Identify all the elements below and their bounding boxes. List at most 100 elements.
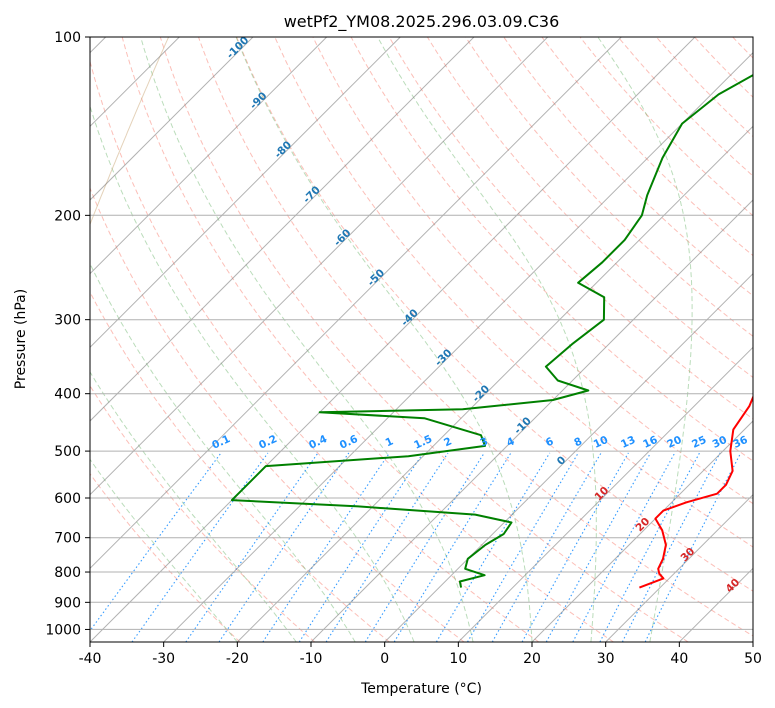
isotherm-label: 0 xyxy=(555,454,569,468)
dewpoint-profile-line xyxy=(230,74,753,588)
x-tick-label: 0 xyxy=(380,651,389,667)
y-tick-label: 800 xyxy=(54,565,81,581)
y-tick-label: 600 xyxy=(54,491,81,507)
mixing-ratio-label: 8 xyxy=(572,435,584,449)
mixing-ratio-label: 36 xyxy=(731,434,749,451)
mixing-ratio-line xyxy=(90,452,222,632)
dry-adiabat-line xyxy=(159,37,689,642)
mixing-ratio-line xyxy=(572,452,676,642)
mixing-ratio-line xyxy=(467,452,579,642)
x-axis-title: Temperature (°C) xyxy=(360,681,482,697)
isotherm-label: -90 xyxy=(248,90,270,112)
x-tick-label: 40 xyxy=(670,651,688,667)
moist-adiabat-line xyxy=(377,37,597,642)
dry-adiabat-line xyxy=(236,37,753,592)
mixing-ratio-label: 25 xyxy=(690,434,708,451)
dry-adiabat-line xyxy=(656,37,753,138)
isotherm-line xyxy=(236,125,753,642)
dry-adiabat-line xyxy=(579,37,753,217)
chart-title: wetPf2_YM08.2025.296.03.09.C36 xyxy=(284,12,560,32)
x-tick-label: 30 xyxy=(597,651,615,667)
isotherm-label: -70 xyxy=(301,184,323,206)
y-tick-label: 700 xyxy=(54,531,81,547)
mixing-ratio-line xyxy=(185,452,319,642)
isotherm-label: -30 xyxy=(433,347,455,369)
dry-adiabat-line xyxy=(503,37,753,297)
mixing-ratio-line xyxy=(644,452,742,642)
dry-adiabat-line xyxy=(426,37,753,378)
mixing-ratio-label: 30 xyxy=(711,434,729,451)
mixing-ratio-label: 4 xyxy=(505,435,517,449)
mixing-ratio-line xyxy=(599,452,700,642)
mixing-ratio-label: 13 xyxy=(619,434,637,451)
x-tick-label: -40 xyxy=(79,651,102,667)
mixing-ratio-label: 0.2 xyxy=(257,433,279,452)
mixing-ratio-line xyxy=(621,452,721,642)
mixing-ratio-label: 20 xyxy=(665,434,683,451)
mixing-ratio-line xyxy=(262,452,390,642)
mixing-ratio-line xyxy=(521,452,629,642)
dry-adiabat-line xyxy=(90,186,465,642)
dry-adiabat-line xyxy=(388,37,753,420)
isotherm-line xyxy=(163,51,753,642)
mixing-ratio-label: 0.1 xyxy=(210,433,232,452)
moist-adiabat-line xyxy=(90,458,238,642)
dry-adiabat-line xyxy=(350,37,753,462)
x-tick-label: 20 xyxy=(523,651,541,667)
mixing-ratio-line xyxy=(545,452,652,642)
y-tick-label: 100 xyxy=(54,30,81,46)
dry-adiabat-line xyxy=(121,37,614,642)
plot-frame xyxy=(89,36,754,643)
isotherm-label: -60 xyxy=(332,227,354,249)
mixing-ratio-line xyxy=(298,452,424,642)
moist-adiabat-line xyxy=(597,37,693,642)
dry-adiabat-line xyxy=(771,37,775,642)
y-tick-label: 400 xyxy=(54,387,81,403)
isotherm-label: -50 xyxy=(365,267,387,289)
dry-adiabat-label: 40 xyxy=(723,576,742,595)
isotherm-label: -20 xyxy=(470,383,492,405)
isotherm-line xyxy=(90,37,254,201)
isotherm-label: -100 xyxy=(224,34,251,61)
mixing-ratio-line xyxy=(131,452,269,642)
dry-adiabat-label: 30 xyxy=(678,545,697,564)
mixing-ratio-label: 1 xyxy=(384,435,396,449)
x-tick-label: -10 xyxy=(300,651,323,667)
y-tick-label: 300 xyxy=(54,313,81,329)
mixing-ratio-line xyxy=(435,452,551,642)
reference-curve xyxy=(90,37,170,226)
isotherm-label: -80 xyxy=(272,139,294,161)
mixing-ratio-line xyxy=(364,452,485,642)
isotherm-line xyxy=(531,420,753,642)
isotherm-line xyxy=(90,37,696,642)
mixing-ratio-label: 16 xyxy=(641,434,659,451)
isotherm-line xyxy=(90,37,401,349)
isotherm-line xyxy=(90,37,549,496)
mixing-ratio-label: 10 xyxy=(592,434,610,451)
moist-adiabat-line xyxy=(235,37,533,642)
dry-adiabat-line xyxy=(90,384,316,642)
isotherm-line xyxy=(384,272,753,642)
moist-adiabat-line xyxy=(90,262,356,642)
mixing-ratio-label: 3 xyxy=(478,435,490,449)
moist-adiabat-line xyxy=(140,37,474,642)
y-axis-title: Pressure (hPa) xyxy=(13,289,29,389)
y-tick-label: 900 xyxy=(54,595,81,611)
x-tick-label: 50 xyxy=(744,651,762,667)
y-tick-label: 1000 xyxy=(45,622,81,638)
y-tick-label: 500 xyxy=(54,444,81,460)
dry-adiabat-line xyxy=(90,472,241,642)
mixing-ratio-line xyxy=(393,452,512,642)
mixing-ratio-label: 2 xyxy=(442,435,454,449)
mixing-ratio-label: 0.4 xyxy=(307,433,329,452)
mixing-ratio-line xyxy=(325,452,449,642)
dry-adiabat-label: 20 xyxy=(633,515,652,534)
isotherm-line xyxy=(90,37,475,422)
y-tick-label: 200 xyxy=(54,208,81,224)
isotherm-line xyxy=(457,346,753,642)
dry-adiabat-line xyxy=(274,37,753,548)
x-tick-label: 10 xyxy=(449,651,467,667)
moist-adiabat-line xyxy=(90,371,297,642)
x-tick-label: -20 xyxy=(226,651,249,667)
